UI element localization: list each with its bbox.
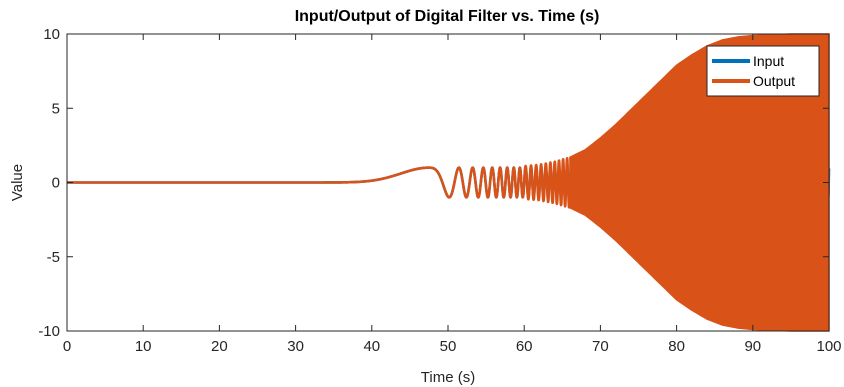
x-axis-label: Time (s) bbox=[421, 369, 475, 386]
series-line-output bbox=[65, 157, 572, 209]
y-tick-label: -5 bbox=[47, 249, 60, 266]
x-tick-label: 10 bbox=[135, 338, 152, 355]
legend-label-input: Input bbox=[753, 53, 784, 69]
legend: Input Output bbox=[706, 45, 820, 97]
x-tick-label: 30 bbox=[287, 338, 304, 355]
y-tick-label: 10 bbox=[43, 26, 60, 43]
x-tick-label: 40 bbox=[363, 338, 380, 355]
plot-area: 0 10 20 30 40 50 60 70 80 90 100 -10 -5 0 5 10 bbox=[38, 26, 841, 355]
x-tick-label: 90 bbox=[744, 338, 761, 355]
y-tick-label: 5 bbox=[52, 100, 60, 117]
chart-title: Input/Output of Digital Filter vs. Time … bbox=[295, 8, 600, 25]
x-tick-label: 80 bbox=[668, 338, 685, 355]
x-tick-label: 70 bbox=[592, 338, 609, 355]
x-tick-label: 50 bbox=[440, 338, 457, 355]
y-tick-label: -10 bbox=[38, 323, 60, 340]
tick-layer: 0 10 20 30 40 50 60 70 80 90 100 -10 -5 0 5 10 bbox=[38, 26, 841, 355]
x-tick-label: 100 bbox=[816, 338, 841, 355]
x-tick-label: 0 bbox=[63, 338, 71, 355]
y-tick-label: 0 bbox=[52, 175, 60, 192]
x-tick-label: 60 bbox=[516, 338, 533, 355]
legend-label-output: Output bbox=[753, 73, 795, 89]
legend-box bbox=[706, 45, 820, 97]
y-axis-label: Value bbox=[9, 164, 26, 201]
x-tick-label: 20 bbox=[211, 338, 228, 355]
